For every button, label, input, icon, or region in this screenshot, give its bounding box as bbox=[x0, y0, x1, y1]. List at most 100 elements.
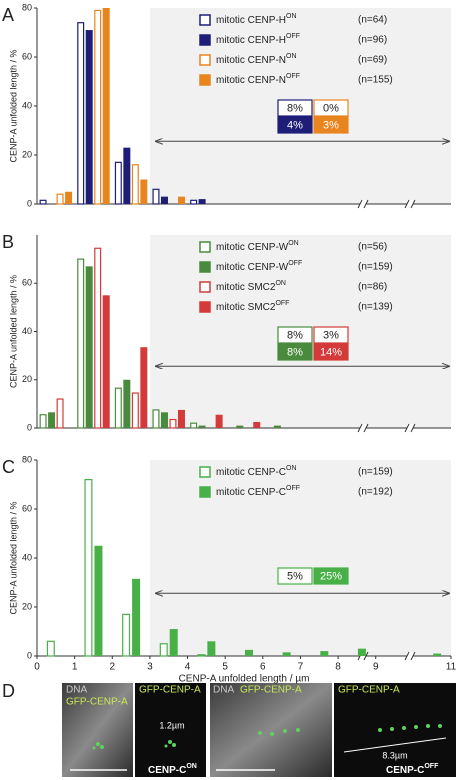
x-tick-label: 7 bbox=[298, 662, 304, 673]
y-tick-label: 40 bbox=[22, 552, 32, 562]
bar bbox=[177, 196, 185, 204]
legend-label: mitotic CENP-NOFF bbox=[216, 73, 300, 86]
chart: 0 20 40 60 80 A CENP-A unfolded length / % mito… bbox=[2, 2, 451, 208]
legend-name: mitotic CENP-W bbox=[216, 242, 289, 253]
axis-break bbox=[407, 652, 413, 660]
measure-label: 8.3µm bbox=[382, 750, 407, 760]
legend-swatch bbox=[199, 74, 211, 86]
summary-label: 3% bbox=[323, 119, 339, 131]
summary-label: 8% bbox=[287, 329, 303, 341]
legend-count: (n=96) bbox=[358, 35, 387, 46]
axis-break bbox=[357, 199, 363, 209]
caption-name: CENP-C bbox=[386, 765, 424, 776]
axis-break bbox=[404, 423, 410, 433]
summary-box bbox=[277, 99, 313, 117]
legend-name: mitotic CENP-H bbox=[216, 35, 286, 46]
summary-box bbox=[313, 99, 349, 117]
summary-label: 5% bbox=[287, 570, 303, 582]
axis-break bbox=[410, 423, 416, 433]
bar bbox=[132, 578, 141, 656]
legend-count: (n=159) bbox=[358, 262, 393, 273]
y-tick-label: 60 bbox=[22, 503, 32, 513]
bar bbox=[94, 247, 102, 429]
y-tick-label: 20 bbox=[22, 149, 32, 159]
measure-line bbox=[343, 737, 447, 753]
highlight-region bbox=[149, 460, 451, 656]
legend-swatch bbox=[199, 486, 211, 498]
bar bbox=[48, 412, 56, 428]
caption: CENP-COFF bbox=[386, 763, 439, 776]
micrograph bbox=[210, 683, 332, 777]
summary-label: 14% bbox=[320, 346, 342, 358]
caption-state: ON bbox=[186, 763, 197, 770]
y-axis-label: CENP-A unfolded length / % bbox=[8, 275, 18, 388]
axis-break bbox=[360, 200, 366, 208]
bar bbox=[177, 409, 185, 428]
summary-box bbox=[313, 326, 349, 344]
x-tick-label: 8 bbox=[335, 662, 341, 673]
panel-label: B bbox=[2, 232, 14, 252]
micrograph bbox=[135, 683, 206, 777]
legend-name: mitotic SMC2 bbox=[216, 282, 276, 293]
y-tick-label: 40 bbox=[22, 100, 32, 110]
x-tick-label: 2 bbox=[109, 662, 115, 673]
summary-box bbox=[313, 343, 349, 361]
legend-state: OFF bbox=[288, 260, 302, 267]
bar bbox=[56, 398, 64, 429]
summary-box bbox=[277, 326, 313, 344]
bar bbox=[159, 643, 168, 657]
legend-name: mitotic CENP-W bbox=[216, 262, 289, 273]
legend-state: OFF bbox=[286, 73, 300, 80]
axis-break bbox=[407, 200, 413, 208]
axis-break bbox=[357, 423, 363, 433]
channel-label: GFP-CENP-A bbox=[338, 685, 400, 696]
bar bbox=[123, 379, 131, 428]
channel-label: GFP-CENP-A bbox=[139, 685, 201, 696]
axis-break bbox=[363, 651, 369, 661]
bar bbox=[140, 179, 148, 204]
bar bbox=[253, 421, 261, 428]
bar bbox=[140, 347, 148, 428]
bar bbox=[152, 188, 160, 205]
legend-name: mitotic CENP-C bbox=[216, 487, 286, 498]
legend-name: mitotic CENP-N bbox=[216, 75, 286, 86]
legend-count: (n=64) bbox=[358, 15, 387, 26]
bar bbox=[198, 199, 206, 204]
bar bbox=[320, 651, 329, 656]
bar bbox=[94, 545, 103, 656]
legend-label: mitotic CENP-HON bbox=[216, 13, 297, 26]
legend-state: OFF bbox=[275, 300, 289, 307]
legend-name: mitotic CENP-H bbox=[216, 15, 286, 26]
bar bbox=[357, 648, 366, 656]
axis-break bbox=[363, 423, 369, 433]
legend-swatch bbox=[199, 281, 211, 293]
legend-name: mitotic CENP-N bbox=[216, 55, 286, 66]
legend-swatch bbox=[199, 301, 211, 313]
summary-box bbox=[313, 567, 349, 585]
y-axis-label: CENP-A unfolded length / % bbox=[8, 501, 18, 614]
bar bbox=[77, 22, 85, 205]
x-tick-label: 1 bbox=[72, 662, 78, 673]
legend-count: (n=192) bbox=[358, 487, 393, 498]
y-tick-label: 60 bbox=[22, 278, 32, 288]
bar bbox=[245, 649, 253, 656]
summary-box bbox=[277, 343, 313, 361]
x-tick-label: 3 bbox=[147, 662, 153, 673]
legend-label: mitotic CENP-NON bbox=[216, 53, 297, 66]
axis-break bbox=[360, 424, 366, 432]
channel-label: GFP-CENP-A bbox=[66, 697, 128, 708]
bar bbox=[114, 387, 122, 429]
bar bbox=[236, 425, 244, 428]
bar bbox=[39, 199, 47, 205]
bar bbox=[160, 412, 168, 428]
summary-box bbox=[277, 116, 313, 134]
legend-state: OFF bbox=[286, 33, 300, 40]
bar bbox=[197, 654, 206, 657]
y-axis-label: CENP-A unfolded length / % bbox=[8, 49, 18, 162]
bar bbox=[273, 425, 281, 428]
axis-break bbox=[410, 651, 416, 661]
y-tick-label: 40 bbox=[22, 326, 32, 336]
measure-label: 1.2µm bbox=[159, 720, 184, 730]
legend-swatch bbox=[199, 34, 211, 46]
